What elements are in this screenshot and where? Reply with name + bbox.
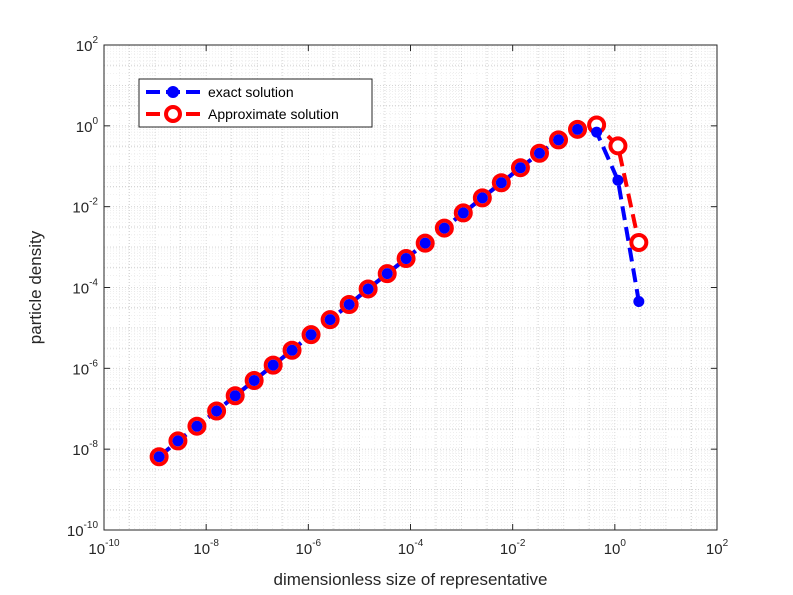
x-tick-label: 10-10: [88, 538, 120, 558]
legend-label-approx: Approximate solution: [208, 106, 339, 122]
y-tick-label: 10-8: [72, 439, 98, 459]
exact-solution-point: [343, 298, 355, 310]
y-tick-labels: 10-10 10-8 10-6 10-4 10-2 100 102: [67, 35, 99, 540]
exact-solution-point: [572, 123, 584, 135]
y-tick-label: 10-4: [72, 278, 98, 298]
x-tick-labels: 10-10 10-8 10-6 10-4 10-2 100 102: [88, 538, 728, 558]
exact-solution-point: [553, 134, 565, 146]
approximate-solution-point: [629, 232, 649, 252]
exact-solution-point: [211, 405, 223, 417]
x-tick-label: 102: [706, 538, 729, 558]
exact-solution-point: [591, 126, 603, 138]
y-tick-label: 10-2: [72, 197, 98, 217]
exact-solution-point: [533, 147, 545, 159]
exact-solution-point: [419, 237, 431, 249]
exact-solution-point: [381, 268, 393, 280]
x-tick-label: 10-6: [296, 538, 322, 558]
y-tick-label: 10-10: [67, 520, 99, 540]
exact-solution-point: [324, 314, 336, 326]
exact-solution-point: [153, 451, 165, 463]
legend-label-exact: exact solution: [208, 84, 294, 100]
legend-marker-approx: [164, 105, 182, 123]
x-tick-label: 10-8: [193, 538, 219, 558]
exact-solution-point: [305, 329, 317, 341]
exact-solution-point: [286, 344, 298, 356]
exact-solution-point: [191, 420, 203, 432]
exact-solution-point: [267, 359, 279, 371]
exact-solution-point: [229, 390, 241, 402]
y-tick-label: 102: [76, 35, 99, 55]
y-tick-label: 10-6: [72, 358, 98, 378]
series-layer: [149, 115, 649, 467]
x-tick-label: 10-2: [500, 538, 526, 558]
x-tick-label: 100: [604, 538, 627, 558]
x-axis-label: dimensionless size of representative: [273, 570, 547, 589]
y-tick-label: 100: [76, 116, 99, 136]
exact-solution-point: [633, 296, 645, 308]
exact-solution-point: [476, 192, 488, 204]
legend: exact solution Approximate solution: [138, 78, 373, 128]
exact-solution-point: [457, 207, 469, 219]
exact-solution-point: [362, 283, 374, 295]
exact-solution-point: [495, 177, 507, 189]
exact-solution-point: [172, 435, 184, 447]
exact-solution-point: [612, 174, 624, 186]
x-tick-label: 10-4: [398, 538, 424, 558]
approximate-solution-point: [608, 136, 628, 156]
exact-solution-point: [514, 162, 526, 174]
exact-solution-point: [438, 222, 450, 234]
tick-marks: [103, 44, 718, 531]
exact-solution-point: [248, 374, 260, 386]
legend-marker-exact: [167, 86, 179, 98]
y-axis-label: particle density: [26, 230, 45, 344]
exact-solution-point: [400, 253, 412, 265]
